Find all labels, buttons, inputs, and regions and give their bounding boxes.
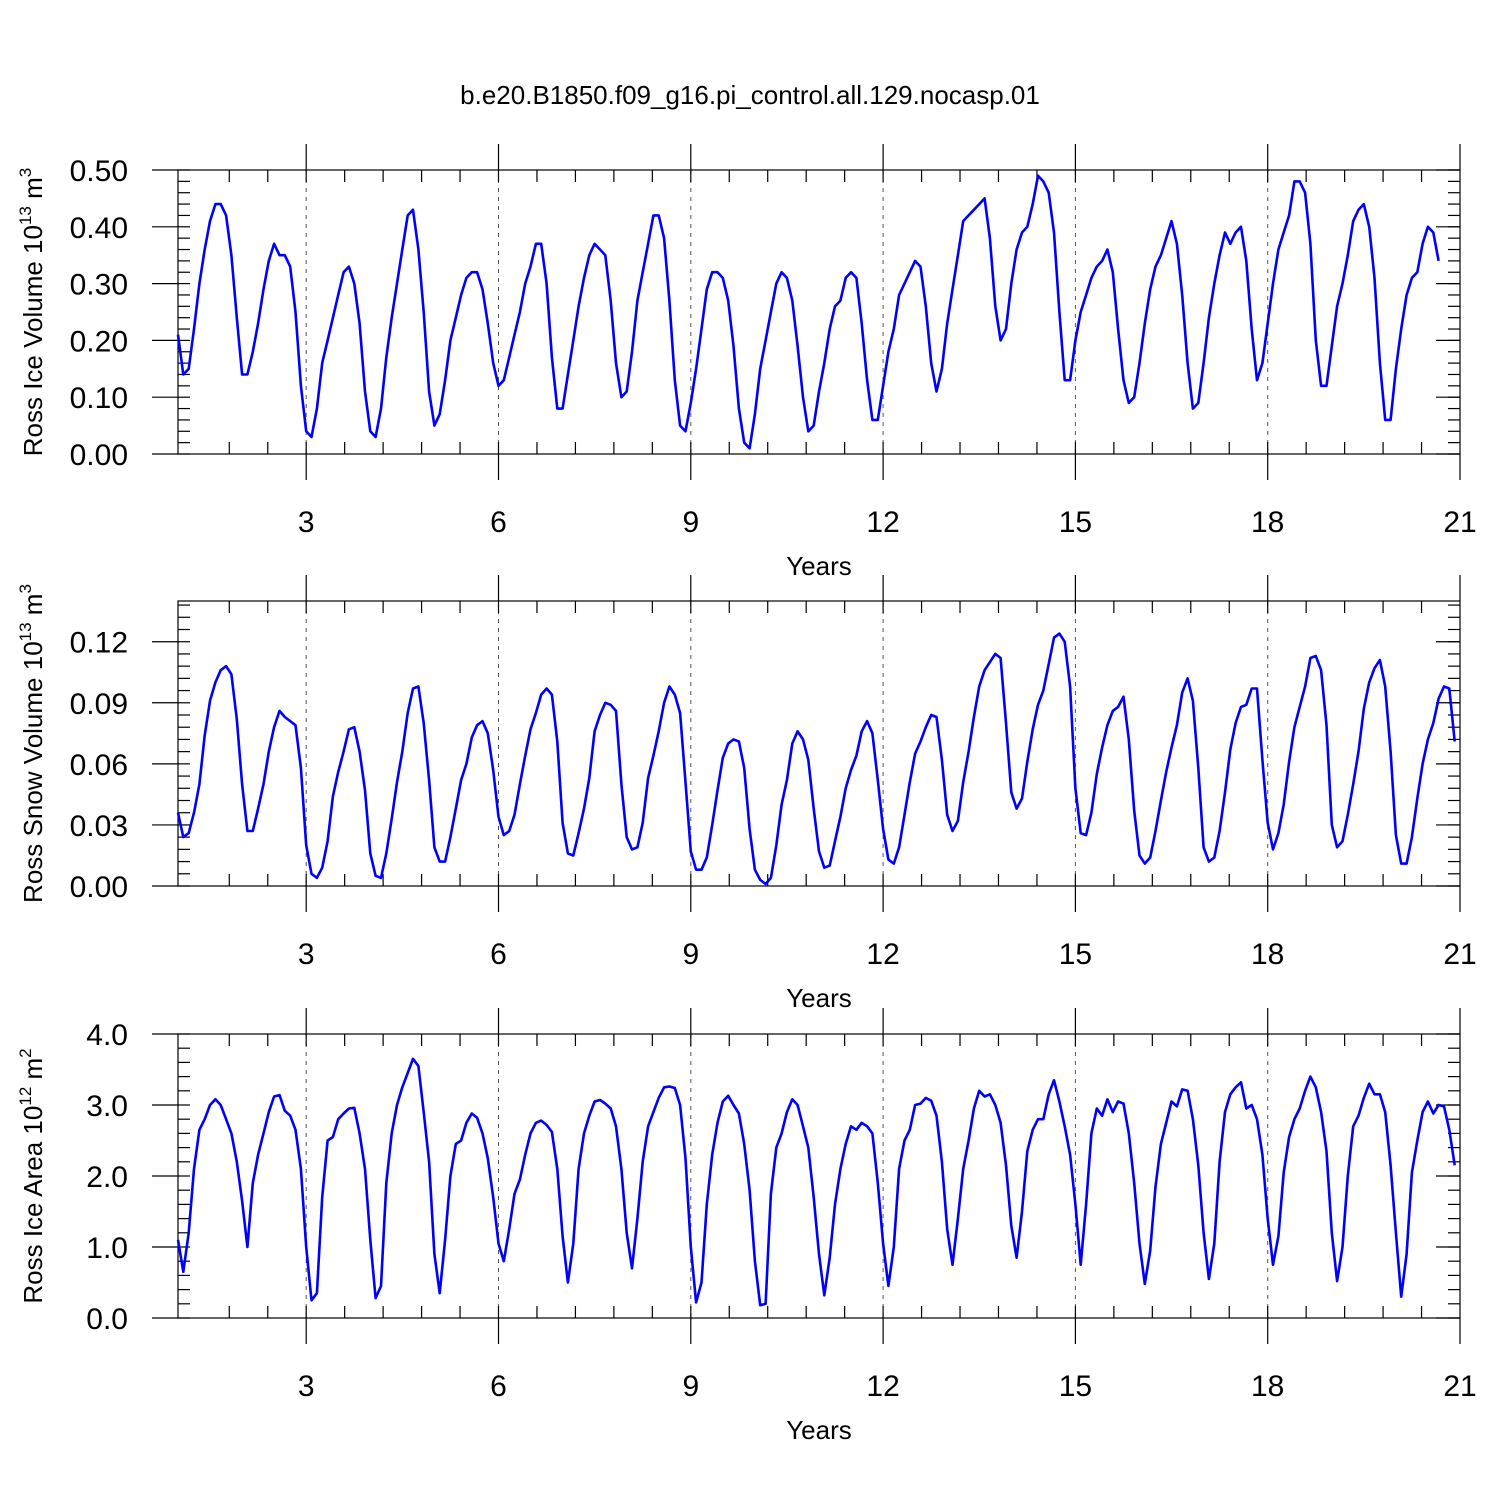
plot-frame — [177, 600, 1461, 887]
y-tick-label: 0.50 — [70, 155, 128, 188]
x-tick-label: 15 — [1059, 938, 1092, 971]
x-tick-label: 21 — [1443, 938, 1476, 971]
figure-title: b.e20.B1850.f09_g16.pi_control.all.129.n… — [460, 80, 1040, 110]
y-axis-label: Ross Ice Area 1012 m2 — [16, 1048, 48, 1303]
y-tick-label: 0.09 — [70, 688, 128, 721]
y-axis-label: Ross Ice Volume 1013 m3 — [16, 168, 48, 457]
series-line — [176, 632, 1456, 886]
x-axis-label: Years — [786, 983, 852, 1013]
x-tick-label: 15 — [1059, 506, 1092, 539]
y-tick-label: 1.0 — [86, 1232, 128, 1265]
plot-frame — [177, 169, 1461, 455]
y-tick-label: 0.40 — [70, 212, 128, 245]
y-tick-label: 0.30 — [70, 269, 128, 302]
x-tick-label: 6 — [490, 938, 507, 971]
x-axis-label: Years — [786, 551, 852, 581]
x-tick-label: 12 — [866, 938, 899, 971]
x-tick-label: 9 — [682, 938, 699, 971]
panel-1: 0.00 0.10 0.20 0.30 0.40 0.50 3 6 9 12 15 18 21 Years… — [16, 144, 1477, 581]
y-axis-label: Ross Snow Volume 1013 m3 — [16, 584, 48, 903]
x-tick-label: 12 — [866, 506, 899, 539]
y-tick-label: 0.0 — [86, 1303, 128, 1336]
x-tick-label: 21 — [1443, 1370, 1476, 1403]
y-tick-label: 0.03 — [70, 810, 128, 843]
x-tick-label: 9 — [682, 1370, 699, 1403]
panel-2: 0.00 0.03 0.06 0.09 0.12 3 6 9 12 15 18 21 Years Ross… — [16, 575, 1477, 1013]
y-tick-label: 0.06 — [70, 749, 128, 782]
x-axis-label: Years — [786, 1415, 852, 1445]
x-tick-label: 3 — [298, 938, 315, 971]
x-tick-label: 3 — [298, 1370, 315, 1403]
y-tick-label: 0.12 — [70, 627, 128, 660]
panels: 0.00 0.10 0.20 0.30 0.40 0.50 3 6 9 12 15 18 21 Years… — [16, 144, 1477, 1445]
plot-frame — [177, 1033, 1461, 1319]
series-line — [176, 174, 1440, 450]
y-tick-label: 0.00 — [70, 871, 128, 904]
x-tick-label: 21 — [1443, 506, 1476, 539]
x-tick-label: 6 — [490, 1370, 507, 1403]
y-tick-label: 2.0 — [86, 1161, 128, 1194]
y-tick-label: 0.00 — [70, 439, 128, 472]
x-tick-label: 18 — [1251, 506, 1284, 539]
y-tick-label: 0.10 — [70, 382, 128, 415]
x-tick-label: 15 — [1059, 1370, 1092, 1403]
x-tick-label: 18 — [1251, 938, 1284, 971]
y-tick-label: 3.0 — [86, 1090, 128, 1123]
x-tick-label: 3 — [298, 506, 315, 539]
series-line — [176, 1057, 1456, 1307]
panel-3: 0.0 1.0 2.0 3.0 4.0 3 6 9 12 15 18 21 Years Ross Ice … — [16, 1008, 1477, 1445]
x-tick-label: 18 — [1251, 1370, 1284, 1403]
x-tick-label: 12 — [866, 1370, 899, 1403]
y-tick-label: 0.20 — [70, 325, 128, 358]
y-tick-label: 4.0 — [86, 1019, 128, 1052]
x-tick-label: 6 — [490, 506, 507, 539]
x-tick-label: 9 — [682, 506, 699, 539]
